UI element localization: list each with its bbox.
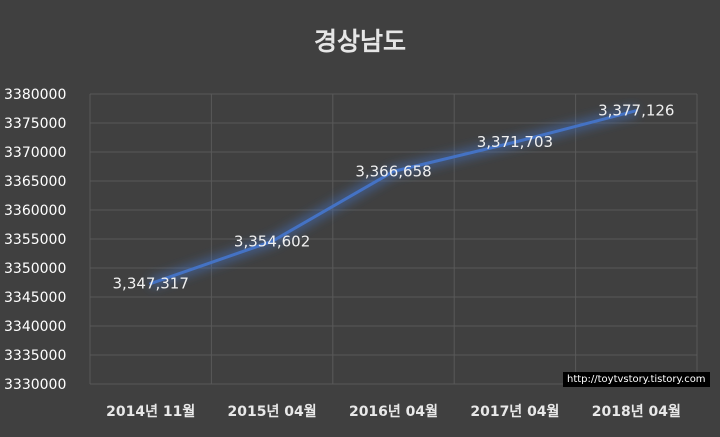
y-tick-label: 3340000 — [4, 319, 66, 335]
y-tick-label: 3360000 — [4, 203, 66, 219]
y-tick-label: 3345000 — [4, 290, 66, 306]
y-tick-label: 3370000 — [4, 145, 66, 161]
y-tick-label: 3330000 — [4, 377, 66, 393]
data-labels: 3,347,317 3,354,602 3,366,658 3,371,703 3,37… — [113, 102, 675, 293]
x-tick-label: 2017년 04월 — [470, 403, 559, 420]
x-axis-ticks: 2014년 11월 2015년 04월 2016년 04월 2017년 04월 2018… — [106, 403, 681, 420]
data-label: 3,366,658 — [355, 162, 431, 180]
y-tick-label: 3365000 — [4, 174, 66, 190]
data-label: 3,347,317 — [113, 275, 189, 293]
y-axis-ticks: 3330000 3335000 3340000 3345000 3350000 33550… — [4, 87, 66, 393]
chart-title: 경상남도 — [313, 27, 406, 56]
data-label: 3,377,126 — [598, 102, 674, 120]
x-tick-label: 2014년 11월 — [106, 403, 195, 420]
y-tick-label: 3335000 — [4, 348, 66, 364]
grid-lines — [89, 93, 698, 385]
y-tick-label: 3380000 — [4, 87, 66, 103]
x-tick-label: 2015년 04월 — [228, 403, 317, 420]
x-tick-label: 2018년 04월 — [592, 403, 681, 420]
y-tick-label: 3350000 — [4, 261, 66, 277]
series-line — [149, 109, 638, 286]
watermark: http://toytvstory.tistory.com — [563, 372, 710, 387]
data-label: 3,371,703 — [477, 133, 553, 151]
y-tick-label: 3375000 — [4, 116, 66, 132]
data-label: 3,354,602 — [234, 232, 310, 250]
y-tick-label: 3355000 — [4, 232, 66, 248]
series-line-group — [149, 105, 638, 289]
x-tick-label: 2016년 04월 — [349, 403, 438, 420]
